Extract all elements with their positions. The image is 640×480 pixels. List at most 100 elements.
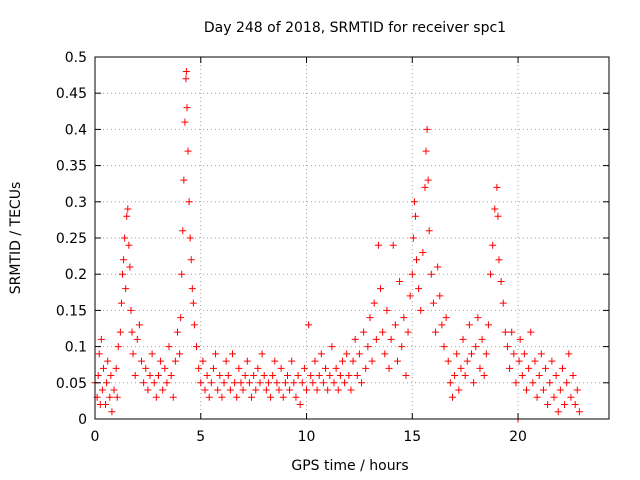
data-point <box>135 321 143 329</box>
data-point <box>396 277 404 285</box>
data-point <box>453 350 461 358</box>
data-point <box>195 364 203 372</box>
y-tick-label: 0.5 <box>65 50 87 66</box>
data-point <box>434 263 442 271</box>
data-point <box>573 386 581 394</box>
data-point <box>575 408 583 416</box>
data-point <box>107 372 115 380</box>
data-point <box>144 386 152 394</box>
data-point <box>138 357 146 365</box>
data-point <box>438 321 446 329</box>
data-point <box>324 386 332 394</box>
y-tick-label: 0.1 <box>65 340 87 356</box>
data-point <box>422 147 430 155</box>
data-point <box>110 386 118 394</box>
data-point <box>222 357 230 365</box>
data-point <box>103 379 111 387</box>
y-tick-label: 0.15 <box>56 303 87 319</box>
data-point <box>455 386 463 394</box>
data-point <box>294 372 302 380</box>
data-point <box>241 372 249 380</box>
data-point <box>451 372 459 380</box>
y-tick-label: 0.2 <box>65 267 87 283</box>
data-point <box>366 314 374 322</box>
data-point <box>129 350 137 358</box>
data-point <box>180 176 188 184</box>
data-point <box>537 350 545 358</box>
data-point <box>161 364 169 372</box>
data-point <box>332 364 340 372</box>
data-point <box>165 343 173 351</box>
data-point <box>379 328 387 336</box>
data-point <box>400 314 408 322</box>
data-point <box>334 386 342 394</box>
data-point <box>185 198 193 206</box>
data-point <box>368 357 376 365</box>
data-point <box>413 256 421 264</box>
data-point <box>303 386 311 394</box>
data-point <box>487 270 495 278</box>
data-point <box>353 372 361 380</box>
data-point <box>421 183 429 191</box>
data-point <box>569 372 577 380</box>
data-point <box>117 299 125 307</box>
data-point <box>122 285 130 293</box>
data-point <box>317 350 325 358</box>
data-point <box>220 379 228 387</box>
data-point <box>533 393 541 401</box>
data-point <box>133 335 141 343</box>
data-point <box>131 372 139 380</box>
data-point <box>501 328 509 336</box>
data-point <box>256 379 264 387</box>
data-point <box>427 270 435 278</box>
data-point <box>245 379 253 387</box>
data-point <box>182 75 190 83</box>
data-point <box>315 372 323 380</box>
data-point <box>127 306 135 314</box>
data-point <box>97 335 105 343</box>
data-point <box>503 343 511 351</box>
data-point <box>288 357 296 365</box>
data-point <box>279 393 287 401</box>
data-point <box>98 386 106 394</box>
data-point <box>118 270 126 278</box>
data-point <box>523 386 531 394</box>
data-point <box>347 386 355 394</box>
data-point <box>393 357 401 365</box>
data-point <box>360 328 368 336</box>
y-tick-label: 0.3 <box>65 195 87 211</box>
data-point <box>571 401 579 409</box>
data-point <box>491 205 499 213</box>
data-point <box>440 343 448 351</box>
data-point <box>309 379 317 387</box>
data-point <box>478 335 486 343</box>
data-point <box>408 270 416 278</box>
data-point <box>429 299 437 307</box>
data-point <box>179 227 187 235</box>
data-point <box>463 357 471 365</box>
data-point <box>349 357 357 365</box>
data-point <box>515 357 523 365</box>
data-point <box>411 212 419 220</box>
data-point <box>387 335 395 343</box>
data-point <box>169 393 177 401</box>
data-point <box>493 183 501 191</box>
data-point <box>338 357 346 365</box>
data-point <box>436 292 444 300</box>
data-point <box>121 234 129 242</box>
data-point <box>123 212 131 220</box>
data-point <box>126 263 134 271</box>
data-point <box>391 321 399 329</box>
data-point <box>364 343 372 351</box>
data-point <box>345 372 353 380</box>
data-point <box>535 372 543 380</box>
data-point <box>150 379 158 387</box>
data-point <box>328 343 336 351</box>
data-point <box>404 328 412 336</box>
data-point <box>410 198 418 206</box>
data-point <box>326 372 334 380</box>
data-point <box>381 350 389 358</box>
data-point <box>516 335 524 343</box>
data-point <box>552 372 560 380</box>
